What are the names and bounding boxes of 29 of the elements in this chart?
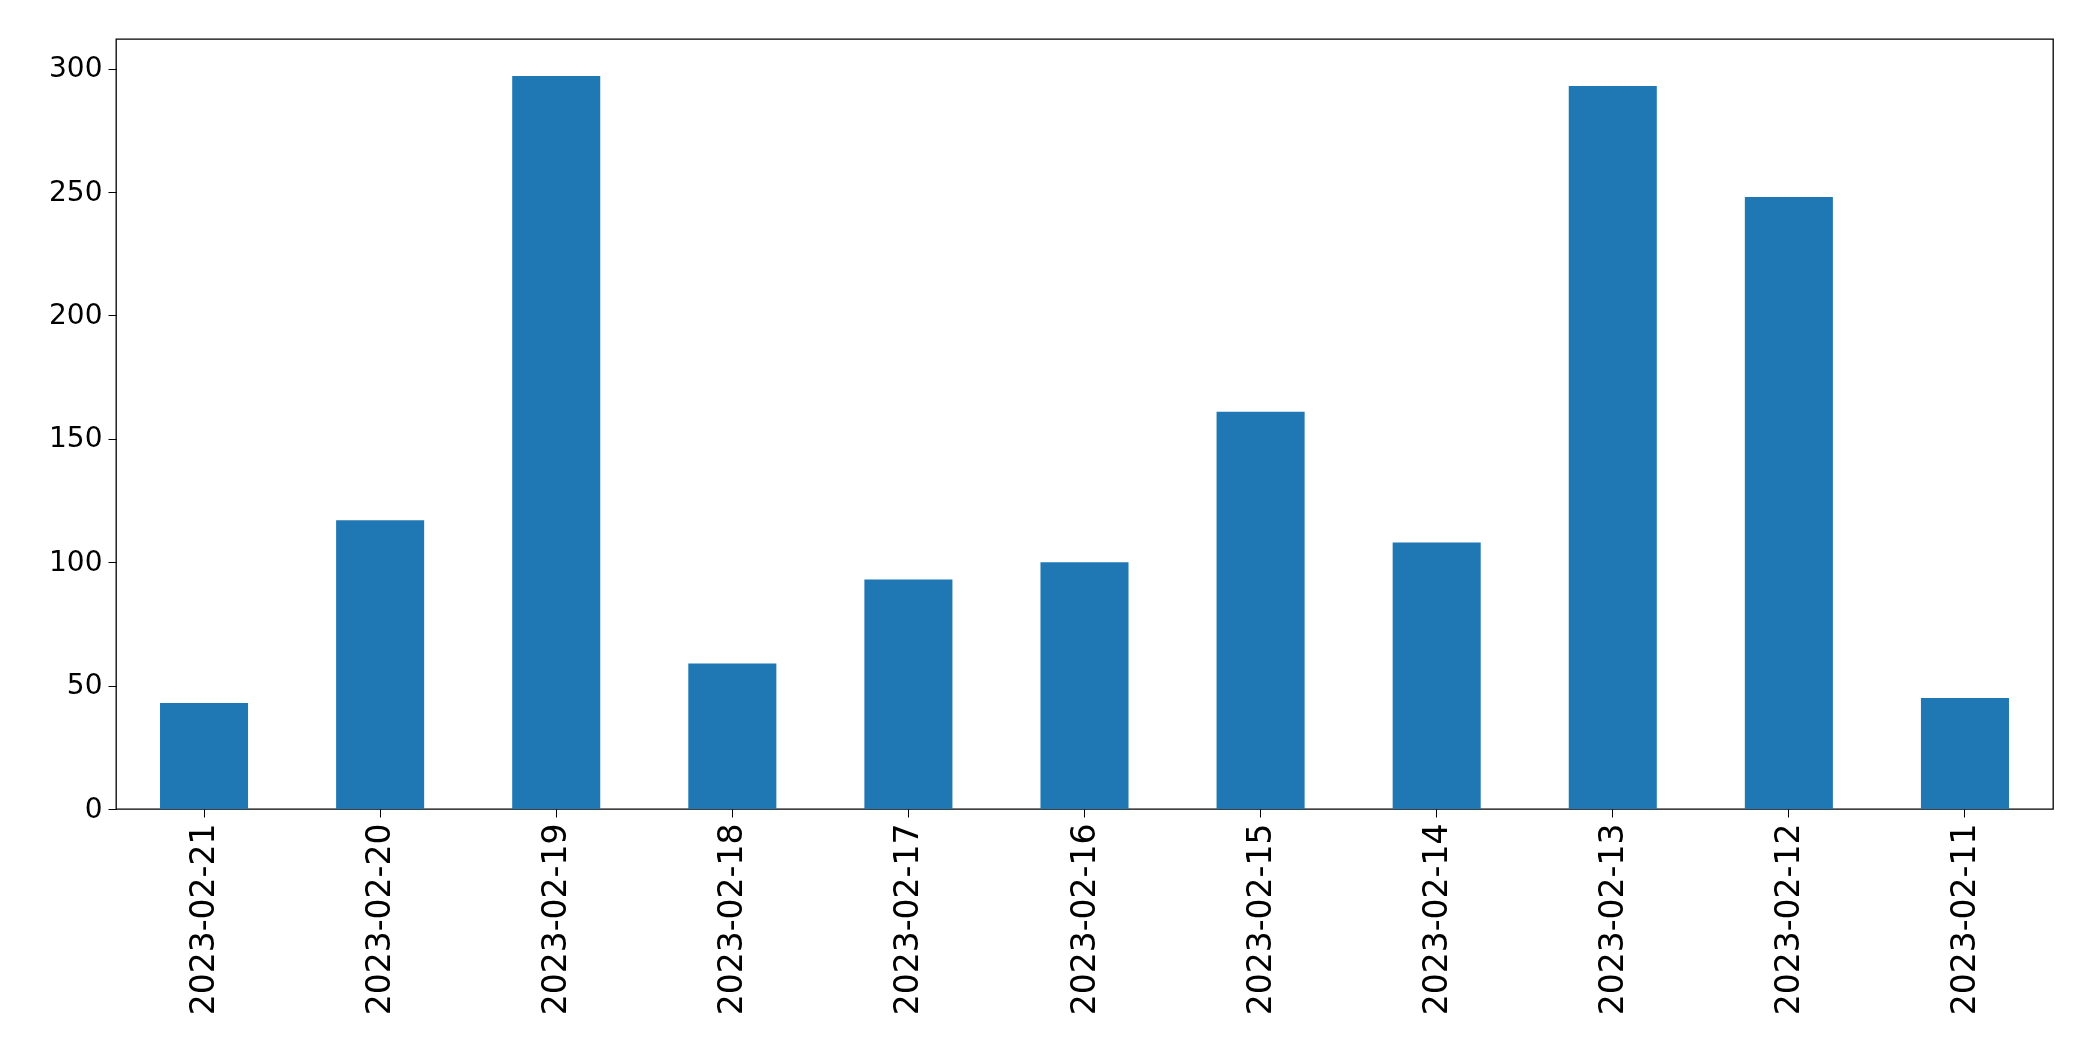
bar — [336, 520, 425, 809]
x-tick-label: 2023-02-13 — [1591, 823, 1631, 1016]
y-tick-label: 0 — [84, 791, 103, 825]
y-tick-label: 50 — [66, 668, 103, 702]
x-tick-label: 2023-02-14 — [1415, 823, 1455, 1016]
bar — [1040, 562, 1129, 809]
x-tick-label: 2023-02-18 — [711, 823, 751, 1016]
x-tick-label: 2023-02-19 — [535, 823, 575, 1016]
x-tick-label: 2023-02-21 — [183, 823, 223, 1016]
x-tick-label: 2023-02-17 — [887, 823, 927, 1016]
x-tick-label: 2023-02-11 — [1943, 823, 1983, 1016]
bar — [688, 663, 777, 809]
y-tick-label: 300 — [49, 51, 103, 85]
x-tick-label: 2023-02-16 — [1063, 823, 1103, 1016]
bar — [160, 702, 249, 809]
bar — [1920, 697, 2009, 809]
y-tick-label: 150 — [49, 421, 103, 455]
bar — [1744, 196, 1833, 809]
x-tick-label: 2023-02-12 — [1767, 823, 1807, 1016]
bar — [512, 76, 601, 809]
x-tick-label: 2023-02-20 — [359, 823, 399, 1016]
x-tick-label: 2023-02-15 — [1239, 823, 1279, 1016]
bar — [1216, 411, 1305, 809]
bar — [864, 579, 953, 809]
y-tick-label: 200 — [49, 297, 103, 331]
y-tick-label: 250 — [49, 174, 103, 208]
bar — [1568, 85, 1657, 809]
y-tick-label: 100 — [49, 544, 103, 578]
bar — [1392, 542, 1481, 809]
